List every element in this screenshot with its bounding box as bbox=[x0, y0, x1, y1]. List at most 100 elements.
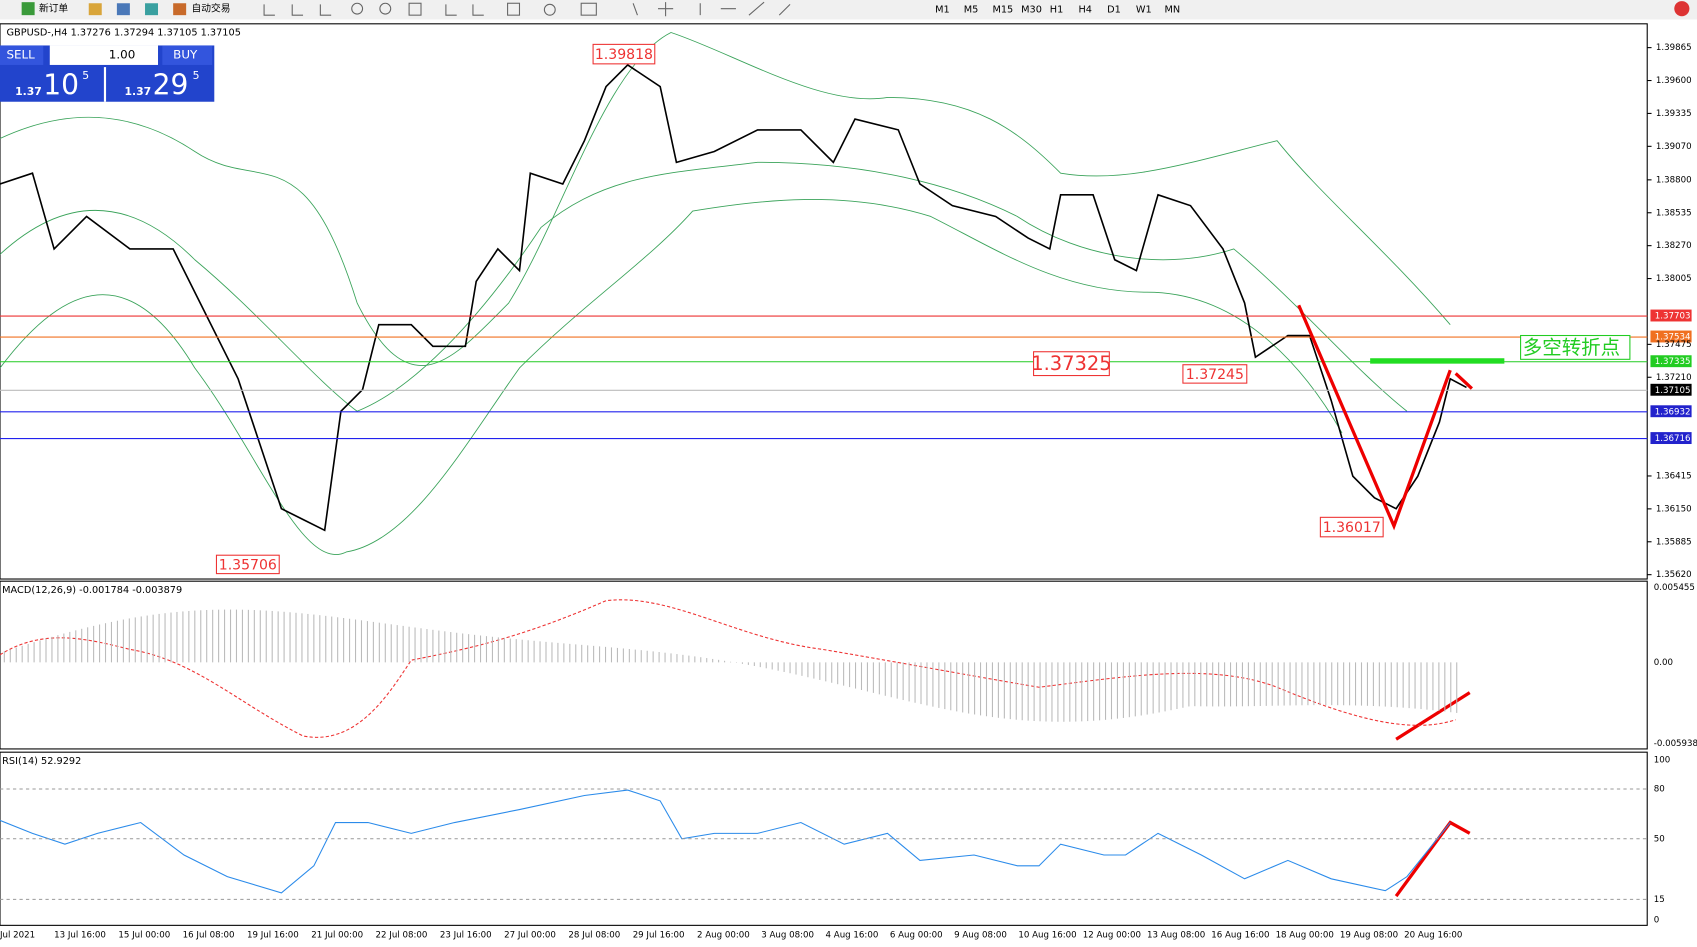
timeframe[interactable]: M1 bbox=[935, 5, 950, 16]
sell-label[interactable]: SELL bbox=[6, 48, 35, 62]
time-label: 18 Aug 00:00 bbox=[1276, 931, 1334, 941]
macd-axis: -0.005938 bbox=[1654, 739, 1697, 749]
toolbar-icons bbox=[263, 1, 791, 17]
rsi-line bbox=[0, 789, 1451, 894]
time-label: 10 Aug 16:00 bbox=[1018, 931, 1076, 941]
level-box bbox=[1650, 309, 1692, 322]
buy-label[interactable]: BUY bbox=[173, 48, 198, 62]
turn-box bbox=[1520, 334, 1631, 360]
sell-frac: 5 bbox=[82, 69, 89, 82]
buy-frac: 5 bbox=[193, 69, 200, 82]
auto-trading[interactable]: 自动交易 bbox=[192, 2, 231, 15]
timeframe[interactable]: M5 bbox=[964, 5, 979, 16]
axes: 1.39865 1.39600 1.39335 1.39070 1.38800 1.385… bbox=[0, 43, 1697, 940]
turn-line bbox=[1370, 358, 1505, 364]
price-note-box bbox=[1319, 516, 1384, 538]
price-note-box bbox=[1182, 364, 1248, 384]
level-box bbox=[1650, 383, 1692, 396]
timeframe[interactable]: M30 bbox=[1021, 5, 1042, 16]
time-label: 6 Aug 00:00 bbox=[890, 931, 943, 941]
price-label: 1.38535 bbox=[1656, 208, 1692, 218]
rsi-label: RSI(14) 52.9292 bbox=[2, 756, 81, 767]
price-note: 1.37245 bbox=[1186, 367, 1244, 383]
price-label: 1.38800 bbox=[1656, 175, 1692, 185]
price-label: 1.39865 bbox=[1656, 43, 1692, 53]
time-label: 19 Aug 08:00 bbox=[1340, 931, 1398, 941]
icon[interactable] bbox=[21, 2, 35, 16]
buy-big: 1.37 bbox=[124, 85, 151, 98]
level-label: 1.37534 bbox=[1655, 333, 1691, 343]
rsi-axis: 15 bbox=[1654, 895, 1665, 905]
price-note-box bbox=[215, 554, 280, 575]
price-label: 1.35620 bbox=[1656, 570, 1692, 580]
icon[interactable] bbox=[88, 3, 102, 16]
price-label: 1.36150 bbox=[1656, 504, 1692, 514]
time-label: 3 Aug 08:00 bbox=[761, 931, 814, 941]
rsi-axis: 100 bbox=[1654, 755, 1671, 765]
timeframe[interactable]: W1 bbox=[1136, 5, 1152, 16]
level-box bbox=[1650, 405, 1692, 418]
trade-panel: SELL 1.00 BUY 1.37 10 5 1.37 29 5 bbox=[0, 45, 215, 102]
timeframe[interactable]: MN bbox=[1165, 5, 1181, 16]
time-label: 21 Jul 00:00 bbox=[311, 931, 363, 941]
new-order[interactable]: 新订单 bbox=[39, 2, 68, 15]
price-label: 1.39070 bbox=[1656, 142, 1692, 152]
price-note: 1.36017 bbox=[1323, 520, 1381, 536]
level-label: 1.37105 bbox=[1655, 386, 1691, 396]
timeframes: M1 M5 M15 M30 H1 H4 D1 W1 MN bbox=[935, 5, 1180, 16]
rsi-axis: 0 bbox=[1654, 915, 1660, 925]
time-label: 29 Jul 16:00 bbox=[633, 931, 685, 941]
price-note: 1.37325 bbox=[1031, 352, 1112, 375]
macd-axis: 0.00 bbox=[1654, 658, 1673, 668]
time-label: 4 Aug 16:00 bbox=[826, 931, 879, 941]
time-label: 16 Jul 08:00 bbox=[183, 931, 235, 941]
level-label: 1.37703 bbox=[1655, 312, 1691, 322]
toolbar bbox=[0, 0, 1697, 20]
rsi-axis: 80 bbox=[1654, 784, 1665, 794]
price-note: 1.35706 bbox=[219, 557, 277, 573]
time-label: 19 Jul 16:00 bbox=[247, 931, 299, 941]
macd-signal bbox=[0, 599, 1456, 738]
icon[interactable] bbox=[173, 3, 187, 16]
macd-label: MACD(12,26,9) -0.001784 -0.003879 bbox=[2, 585, 182, 596]
annotations: 1.39818 1.35706 1.37325 1.37245 1.36017 多空转折点 bbox=[215, 43, 1631, 575]
time-label: 22 Jul 08:00 bbox=[376, 931, 428, 941]
price-note-box bbox=[592, 43, 656, 65]
time-label: 2 Aug 00:00 bbox=[697, 931, 750, 941]
sell-pips: 10 bbox=[43, 69, 79, 102]
time-label: 12 Aug 00:00 bbox=[1083, 931, 1141, 941]
level-label: 1.36932 bbox=[1655, 407, 1691, 417]
price-label: 1.37475 bbox=[1656, 340, 1692, 350]
buy-button[interactable] bbox=[162, 45, 213, 65]
level-label: 1.36716 bbox=[1655, 434, 1691, 444]
buy-pips: 29 bbox=[153, 69, 189, 102]
level-box bbox=[1650, 330, 1692, 343]
sell-big: 1.37 bbox=[15, 85, 42, 98]
macd-histogram bbox=[3, 609, 1458, 722]
price-label: 1.38270 bbox=[1656, 241, 1692, 251]
lot-value[interactable]: 1.00 bbox=[109, 48, 135, 62]
lot-input[interactable] bbox=[49, 45, 159, 65]
sell-button[interactable] bbox=[0, 45, 44, 65]
rsi-axis: 50 bbox=[1654, 834, 1665, 844]
timeframe[interactable]: H1 bbox=[1050, 5, 1064, 16]
turn-note: 多空转折点 bbox=[1523, 336, 1620, 359]
macd-panel bbox=[0, 580, 1648, 750]
price-label: 1.35885 bbox=[1656, 537, 1692, 547]
time-label: 23 Jul 16:00 bbox=[440, 931, 492, 941]
timeframe[interactable]: H4 bbox=[1078, 5, 1092, 16]
price-label: 1.37210 bbox=[1656, 373, 1692, 383]
price-note-box bbox=[1033, 351, 1110, 377]
price-line bbox=[0, 63, 1467, 532]
level-box bbox=[1650, 432, 1692, 445]
price-levels: 1.37703 1.37534 1.37335 1.37105 1.36932 1.367… bbox=[0, 309, 1692, 445]
alert-badge bbox=[1674, 1, 1690, 17]
time-label: 13 Jul 16:00 bbox=[54, 931, 106, 941]
icon[interactable] bbox=[145, 3, 159, 16]
timeframe[interactable]: M15 bbox=[992, 5, 1013, 16]
time-label: 15 Jul 00:00 bbox=[118, 931, 170, 941]
icon[interactable] bbox=[116, 3, 130, 16]
level-box bbox=[1650, 355, 1692, 368]
timeframe[interactable]: D1 bbox=[1107, 5, 1121, 16]
